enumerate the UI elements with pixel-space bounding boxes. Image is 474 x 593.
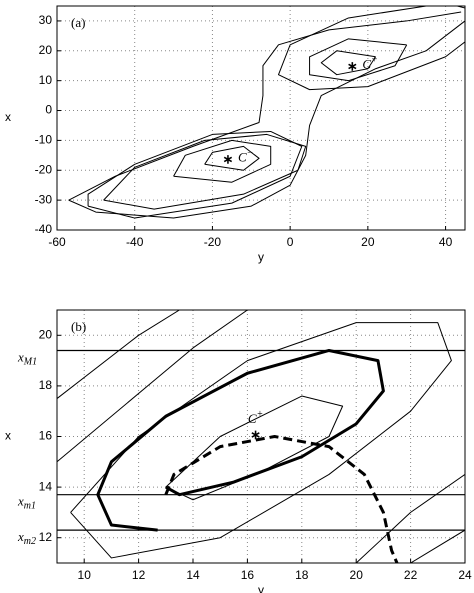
level-subscript: m1 <box>24 501 36 512</box>
trajectory <box>277 6 465 91</box>
trajectory <box>96 348 385 532</box>
level-subscript: M1 <box>23 357 37 368</box>
fixed-point-label: C+ <box>248 409 263 426</box>
trajectory <box>164 435 399 563</box>
x-tick-label: 24 <box>458 568 472 582</box>
fixed-point: ∗ <box>347 59 358 74</box>
plot-frame <box>56 309 466 564</box>
y-tick-label: 0 <box>45 103 52 117</box>
x-tick-label: -40 <box>126 235 144 249</box>
trajectory <box>309 38 408 82</box>
x-tick-label: 22 <box>404 568 418 582</box>
y-tick-label: 12 <box>39 530 53 544</box>
y-tick-label: 14 <box>39 479 53 493</box>
trajectory <box>70 322 452 559</box>
panel-label: (b) <box>71 319 86 334</box>
point-superscript: + <box>371 55 378 66</box>
fixed-point: ∗ <box>223 151 234 166</box>
level-label: xm1 <box>17 494 36 512</box>
x-tick-label: 18 <box>295 568 309 582</box>
y-tick-label: -10 <box>35 133 53 147</box>
point-symbol: C <box>248 411 257 426</box>
trajectory <box>204 145 260 171</box>
y-axis-label: x <box>5 110 11 124</box>
y-tick-label: -40 <box>35 222 53 236</box>
fixed-point-label: C+ <box>362 55 377 72</box>
x-tick-label: 0 <box>287 235 294 249</box>
level-subscript: m2 <box>24 536 36 547</box>
fixed-point-label: C− <box>238 148 253 165</box>
y-tick-label: 10 <box>39 73 53 87</box>
point-symbol: C <box>238 149 247 164</box>
trajectory <box>68 20 465 219</box>
x-tick-label: 20 <box>361 235 375 249</box>
trajectory <box>410 529 465 563</box>
trajectory <box>57 310 180 399</box>
y-tick-label: -30 <box>35 192 53 206</box>
trajectory <box>68 11 462 201</box>
level-symbol: x <box>17 494 24 509</box>
trajectory <box>103 133 307 210</box>
x-tick-label: 14 <box>186 568 200 582</box>
x-tick-label: 16 <box>241 568 255 582</box>
x-tick-label: 12 <box>132 568 146 582</box>
point-superscript: + <box>257 409 264 420</box>
point-superscript: − <box>247 148 254 159</box>
level-symbol: x <box>17 349 24 364</box>
point-symbol: C <box>362 57 371 72</box>
trajectory <box>87 130 303 219</box>
plot-frame <box>56 5 466 231</box>
panel-label: (a) <box>71 15 85 30</box>
x-tick-label: 10 <box>78 568 92 582</box>
x-tick-label: -60 <box>48 235 66 249</box>
y-tick-label: 18 <box>39 378 53 392</box>
x-tick-label: 20 <box>350 568 364 582</box>
x-axis-label: y <box>258 583 264 593</box>
trajectory <box>320 50 377 76</box>
y-tick-label: 30 <box>39 13 53 27</box>
y-tick-label: 20 <box>39 43 53 57</box>
level-label: xm2 <box>17 529 36 547</box>
x-tick-label: -20 <box>204 235 222 249</box>
y-tick-label: -20 <box>35 162 53 176</box>
level-symbol: x <box>17 529 24 544</box>
y-tick-label: 20 <box>39 327 53 341</box>
x-axis-label: y <box>258 250 264 264</box>
level-label: xM1 <box>17 349 37 367</box>
plot-area <box>68 6 465 219</box>
y-tick-label: 16 <box>39 429 53 443</box>
fixed-point: ∗ <box>250 427 261 442</box>
x-tick-label: 40 <box>439 235 453 249</box>
trajectory <box>173 139 272 183</box>
trajectory <box>57 310 248 463</box>
y-axis-label: x <box>5 429 11 443</box>
trajectory <box>355 474 465 563</box>
